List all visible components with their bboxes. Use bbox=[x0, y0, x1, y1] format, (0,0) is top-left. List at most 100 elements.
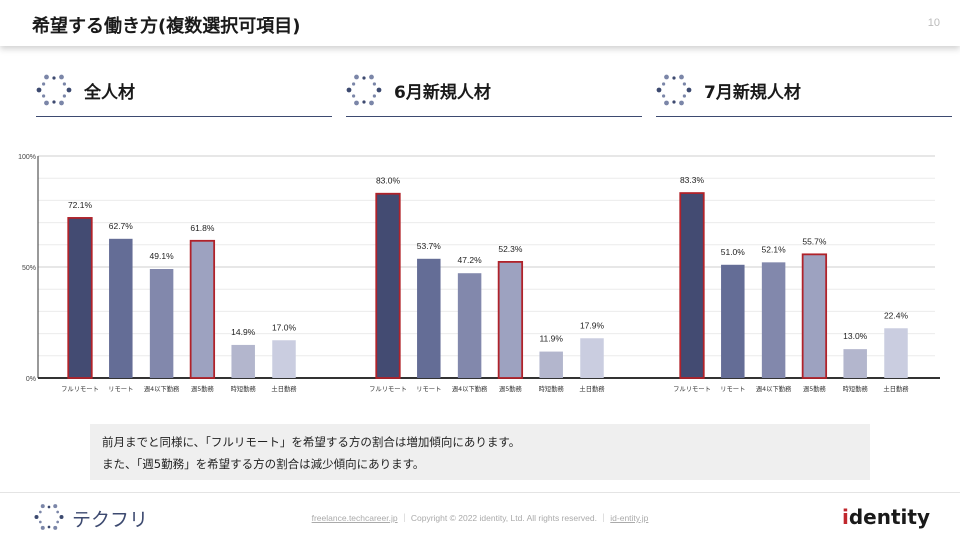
summary-note: 前月までと同様に、「フルリモート」を希望する方の割合は増加傾向にあります。 また… bbox=[90, 424, 870, 480]
section-header-all: 全人材 bbox=[36, 68, 332, 117]
techfree-logo: テクフリ bbox=[34, 502, 148, 536]
bar-chart: 0% 50% 100% 72.1% フルリモート 62.7% リモート 49.1% 週4以下勤務… bbox=[18, 154, 940, 393]
dot bbox=[40, 504, 45, 509]
identity-logo-i: i bbox=[842, 505, 849, 529]
bar bbox=[679, 192, 705, 379]
bar bbox=[67, 217, 93, 379]
note-line-1: 前月までと同様に、「フルリモート」を希望する方の割合は増加傾向にあります。 bbox=[102, 435, 521, 449]
x-tick-label: 週5勤務 bbox=[499, 384, 523, 393]
techcareer-link[interactable]: freelance.techcareer.jp bbox=[311, 513, 398, 523]
dot bbox=[36, 87, 42, 93]
dot bbox=[59, 74, 64, 80]
data-label: 55.7% bbox=[802, 236, 827, 246]
dot bbox=[352, 82, 356, 86]
data-label: 72.1% bbox=[68, 200, 93, 210]
data-label: 52.1% bbox=[762, 244, 787, 254]
bar bbox=[375, 192, 401, 379]
bar bbox=[272, 340, 296, 378]
x-tick-label: 週4以下勤務 bbox=[144, 384, 180, 393]
dot bbox=[376, 87, 382, 93]
data-label: 83.3% bbox=[680, 175, 705, 185]
techfree-brand-text: テクフリ bbox=[72, 509, 149, 531]
dot bbox=[53, 525, 58, 530]
bar bbox=[149, 268, 174, 378]
dot-ring-icon bbox=[36, 74, 72, 106]
dot bbox=[656, 87, 662, 93]
dot-ring-icon bbox=[656, 74, 692, 106]
dot bbox=[47, 505, 51, 509]
dot bbox=[39, 510, 42, 514]
bar bbox=[539, 351, 563, 378]
bar bbox=[457, 273, 482, 378]
bar bbox=[721, 264, 745, 378]
y-tick-label: 0% bbox=[26, 376, 36, 383]
data-label: 52.3% bbox=[498, 244, 523, 254]
x-tick-label: フルリモート bbox=[369, 385, 407, 393]
x-tick-label: 土日勤務 bbox=[579, 384, 605, 393]
dot bbox=[59, 515, 64, 519]
section-header-july: 7月新規人材 bbox=[656, 68, 952, 117]
bar bbox=[189, 239, 216, 379]
dot bbox=[56, 520, 59, 524]
data-label: 17.9% bbox=[580, 320, 605, 330]
dot bbox=[40, 525, 45, 530]
data-label: 83.0% bbox=[376, 176, 401, 186]
dot bbox=[372, 94, 376, 98]
data-label: 51.0% bbox=[721, 247, 746, 257]
dot bbox=[52, 100, 56, 104]
dot bbox=[47, 525, 51, 529]
dot bbox=[354, 74, 359, 80]
dot bbox=[346, 87, 352, 93]
dot bbox=[686, 87, 692, 93]
y-tick-label: 50% bbox=[22, 265, 36, 272]
data-label: 47.2% bbox=[458, 255, 483, 265]
x-tick-label: 土日勤務 bbox=[883, 384, 909, 393]
x-tick-label: 土日勤務 bbox=[271, 384, 297, 393]
dot bbox=[352, 94, 356, 98]
dot bbox=[362, 76, 366, 80]
bar bbox=[801, 253, 828, 379]
x-tick-label: 時短勤務 bbox=[843, 384, 869, 393]
data-label: 62.7% bbox=[109, 221, 134, 231]
dot bbox=[59, 100, 64, 106]
x-tick-label: 週5勤務 bbox=[191, 384, 215, 393]
dot bbox=[66, 87, 72, 93]
section-title-all: 全人材 bbox=[84, 83, 135, 103]
dot bbox=[682, 82, 686, 86]
data-label: 49.1% bbox=[150, 251, 175, 261]
bar bbox=[761, 262, 786, 378]
dot bbox=[52, 76, 56, 80]
x-tick-label: 時短勤務 bbox=[539, 384, 565, 393]
dot-ring-icon bbox=[346, 74, 382, 106]
dot bbox=[672, 76, 676, 80]
dot bbox=[679, 100, 684, 106]
x-tick-label: 週4以下勤務 bbox=[452, 384, 488, 393]
bar bbox=[417, 258, 441, 378]
footer-divider bbox=[0, 492, 960, 493]
dot bbox=[662, 94, 666, 98]
note-line-2: また、「週5勤務」を希望する方の割合は減少傾向にあります。 bbox=[102, 457, 425, 471]
dot bbox=[39, 520, 42, 524]
footer-separator: ｜ bbox=[399, 513, 409, 523]
dot bbox=[62, 94, 66, 98]
bar bbox=[884, 328, 908, 378]
dot bbox=[53, 504, 58, 509]
dot bbox=[369, 74, 374, 80]
section-title-june: 6月新規人材 bbox=[394, 83, 491, 103]
data-label: 11.9% bbox=[539, 334, 563, 344]
x-tick-label: フルリモート bbox=[61, 385, 99, 393]
dot bbox=[44, 74, 49, 80]
x-tick-label: リモート bbox=[720, 385, 745, 393]
identity-logo-rest: dentity bbox=[848, 505, 930, 529]
data-label: 53.7% bbox=[417, 241, 442, 251]
footer-separator: ｜ bbox=[599, 513, 608, 523]
section-header-june: 6月新規人材 bbox=[346, 68, 642, 117]
dot bbox=[662, 82, 666, 86]
dot bbox=[664, 74, 669, 80]
dot-ring-icon bbox=[34, 504, 64, 530]
x-tick-label: 週4以下勤務 bbox=[756, 384, 792, 393]
identity-link[interactable]: id-entity.jp bbox=[610, 513, 649, 523]
slide-header: 希望する働き方(複数選択可項目) 10 bbox=[0, 0, 960, 46]
data-label: 14.9% bbox=[231, 327, 256, 337]
dot bbox=[664, 100, 669, 106]
